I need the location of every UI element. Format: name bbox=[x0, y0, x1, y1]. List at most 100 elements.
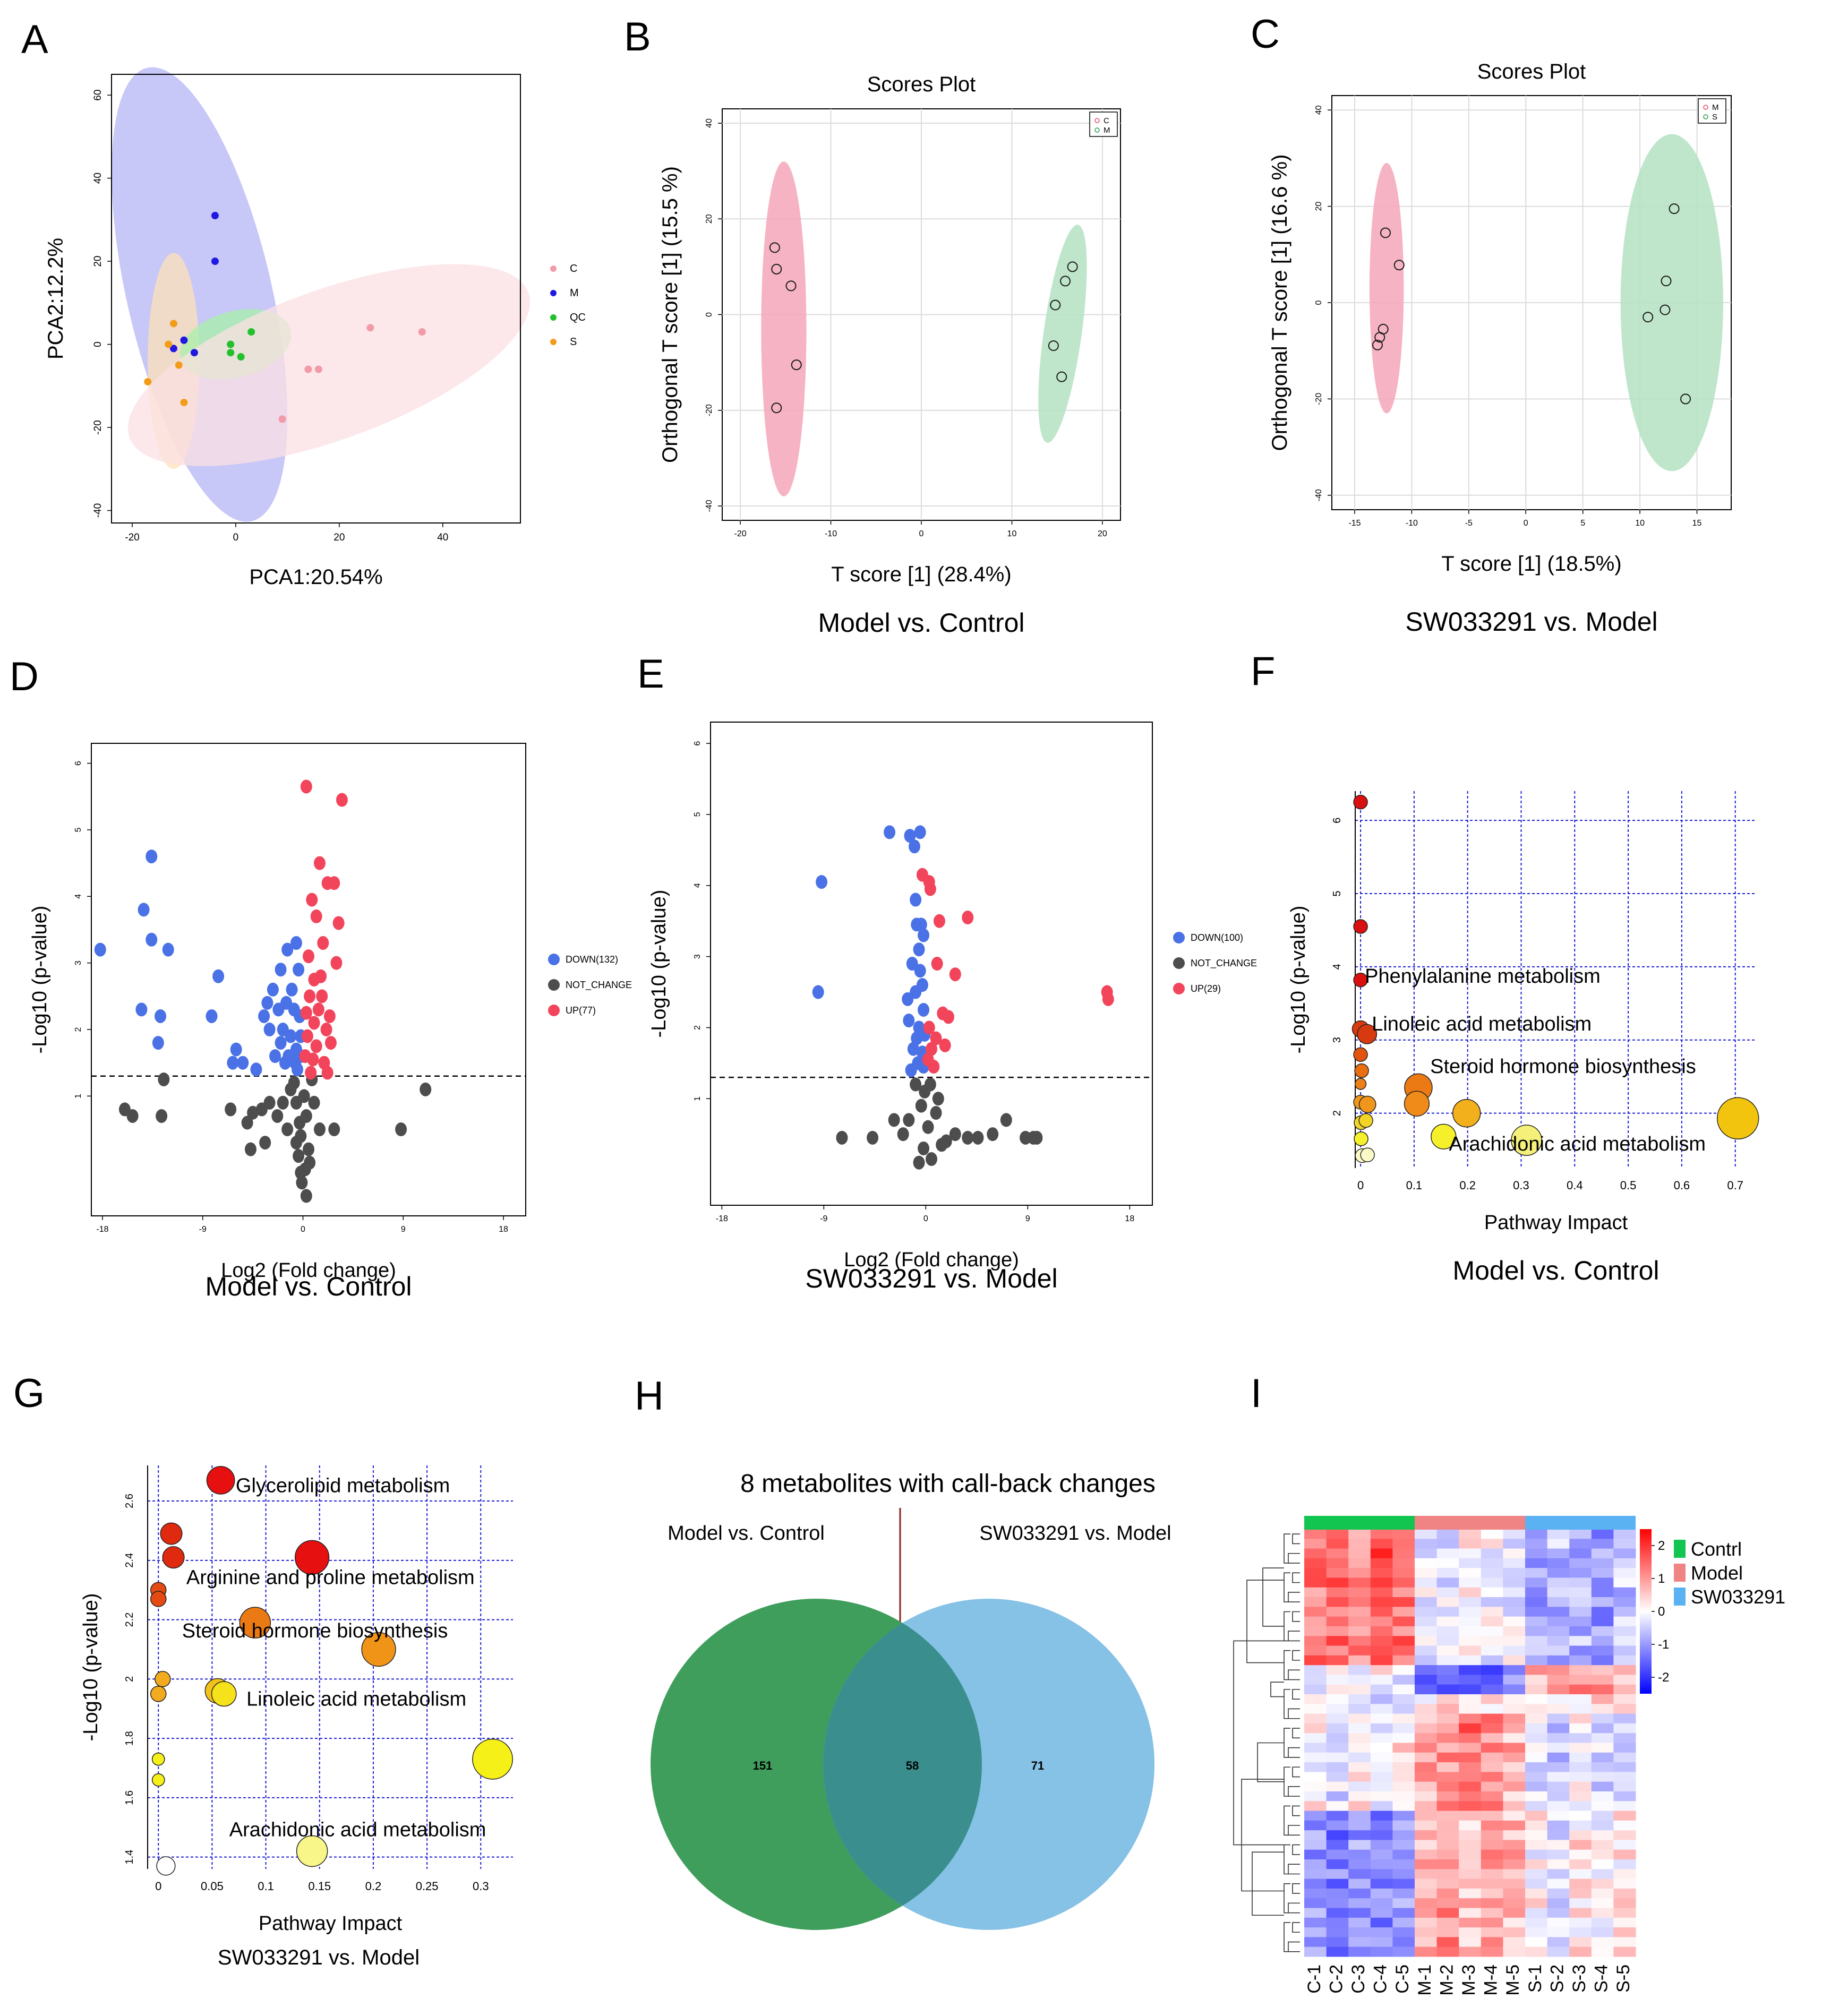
heatmap-cell bbox=[1459, 1616, 1482, 1627]
heatmap-cell bbox=[1459, 1665, 1482, 1675]
heatmap-cell bbox=[1348, 1607, 1371, 1617]
heatmap-cell bbox=[1591, 1927, 1614, 1937]
heatmap-cell bbox=[1415, 1704, 1438, 1714]
heatmap-cell bbox=[1370, 1636, 1393, 1646]
heatmap-cell bbox=[1436, 1908, 1459, 1918]
y-axis-title: Orthogonal T score [1] (16.6 %) bbox=[1268, 155, 1291, 451]
heatmap-cell bbox=[1547, 1665, 1570, 1675]
heatmap-cell bbox=[1370, 1830, 1393, 1840]
heatmap-cell bbox=[1415, 1713, 1438, 1724]
heatmap-cell bbox=[1415, 1840, 1438, 1850]
heatmap-cell bbox=[1481, 1869, 1503, 1880]
heatmap-cell bbox=[1547, 1791, 1570, 1801]
heatmap-cell bbox=[1525, 1762, 1548, 1772]
data-point-C bbox=[785, 280, 797, 291]
heatmap-cell bbox=[1459, 1723, 1482, 1734]
data-point-M bbox=[1374, 332, 1385, 343]
heatmap-cell bbox=[1459, 1908, 1482, 1918]
heatmap-cell bbox=[1503, 1616, 1526, 1627]
pathway-bubble bbox=[162, 1546, 185, 1569]
volcano-point bbox=[230, 1042, 242, 1057]
heatmap-cell bbox=[1392, 1927, 1415, 1937]
volcano-point bbox=[310, 1039, 322, 1053]
heatmap-cell bbox=[1591, 1917, 1614, 1928]
heatmap-cell bbox=[1326, 1626, 1349, 1636]
heatmap-cell bbox=[1415, 1937, 1438, 1948]
data-point-S bbox=[169, 320, 177, 328]
heatmap-cell bbox=[1436, 1878, 1459, 1889]
heatmap-cell bbox=[1304, 1830, 1327, 1840]
y-axis-title: -Log10 (p-value) bbox=[80, 1593, 102, 1742]
volcano-point bbox=[836, 1130, 848, 1145]
panel-label-E: E bbox=[637, 651, 664, 697]
heatmap-cell bbox=[1326, 1539, 1349, 1549]
heatmap-cell bbox=[1436, 1849, 1459, 1860]
pathway-bubble bbox=[151, 1752, 165, 1766]
heatmap-cell bbox=[1481, 1684, 1503, 1695]
volcano-point bbox=[212, 969, 225, 983]
y-tick-label: 1 bbox=[693, 1096, 702, 1101]
y-tick-label: 40 bbox=[92, 173, 104, 184]
heatmap-cell bbox=[1392, 1898, 1415, 1909]
heatmap-cell bbox=[1370, 1645, 1393, 1656]
heatmap-cell bbox=[1348, 1577, 1371, 1588]
heatmap-cell bbox=[1503, 1665, 1526, 1675]
heatmap-cell bbox=[1392, 1743, 1415, 1753]
y-axis-title: -Log10 (p-value) bbox=[29, 906, 51, 1054]
heatmap-cell bbox=[1525, 1723, 1548, 1734]
volcano-point bbox=[290, 1136, 302, 1150]
data-point-M bbox=[190, 349, 198, 357]
heatmap-cell bbox=[1392, 1704, 1415, 1714]
heatmap-cell bbox=[1503, 1752, 1526, 1763]
heatmap-cell bbox=[1415, 1898, 1438, 1909]
heatmap-cell bbox=[1436, 1704, 1459, 1714]
heatmap-cell bbox=[1304, 1859, 1327, 1869]
heatmap-cell bbox=[1459, 1840, 1482, 1850]
group-legend-swatch bbox=[1674, 1564, 1686, 1582]
y-tick-label: 40 bbox=[1314, 105, 1323, 115]
heatmap-cell bbox=[1436, 1645, 1459, 1656]
heatmap-cell bbox=[1591, 1529, 1614, 1539]
volcano-point bbox=[923, 1020, 935, 1035]
heatmap-cell bbox=[1370, 1723, 1393, 1734]
heatmap-cell bbox=[1415, 1927, 1438, 1937]
heatmap-cell bbox=[1370, 1548, 1393, 1559]
heatmap-cell bbox=[1613, 1937, 1636, 1948]
data-point-M bbox=[1372, 339, 1383, 350]
heatmap-cell bbox=[1415, 1946, 1438, 1957]
heatmap-cell bbox=[1370, 1927, 1393, 1937]
x-tick-label: 9 bbox=[401, 1225, 406, 1234]
volcano-point bbox=[910, 1077, 922, 1092]
volcano-point bbox=[910, 985, 922, 999]
heatmap-cell bbox=[1348, 1917, 1371, 1928]
pathway-bubble bbox=[155, 1671, 171, 1687]
heatmap-cell bbox=[1613, 1946, 1636, 1957]
heatmap-cell bbox=[1503, 1869, 1526, 1880]
volcano-point bbox=[897, 1127, 909, 1142]
heatmap-cell bbox=[1569, 1558, 1592, 1568]
x-tick-label: 0.5 bbox=[1620, 1179, 1637, 1192]
heatmap-cell bbox=[1525, 1607, 1548, 1617]
heatmap-cell bbox=[1525, 1752, 1548, 1763]
volcano-point bbox=[931, 957, 943, 971]
volcano-point bbox=[292, 1062, 304, 1077]
heatmap-cell bbox=[1392, 1946, 1415, 1957]
heatmap-cell bbox=[1370, 1568, 1393, 1578]
x-tick-label: 10 bbox=[1635, 519, 1645, 528]
volcano-point bbox=[259, 1136, 271, 1150]
heatmap-cell bbox=[1459, 1713, 1482, 1724]
pathway-bubble bbox=[1357, 1024, 1378, 1044]
venn-overlap bbox=[823, 1599, 982, 1930]
heatmap-cell bbox=[1591, 1655, 1614, 1666]
heatmap-cell bbox=[1525, 1597, 1548, 1607]
volcano-point bbox=[395, 1122, 407, 1137]
heatmap-cell bbox=[1569, 1878, 1592, 1889]
heatmap-cell bbox=[1392, 1645, 1415, 1656]
heatmap-cell bbox=[1304, 1587, 1327, 1598]
heatmap-cell bbox=[1392, 1791, 1415, 1801]
heatmap-cell bbox=[1415, 1917, 1438, 1928]
heatmap-cell bbox=[1569, 1704, 1592, 1714]
heatmap-cell bbox=[1613, 1908, 1636, 1918]
heatmap-cell bbox=[1569, 1830, 1592, 1840]
heatmap-cell bbox=[1459, 1781, 1482, 1792]
